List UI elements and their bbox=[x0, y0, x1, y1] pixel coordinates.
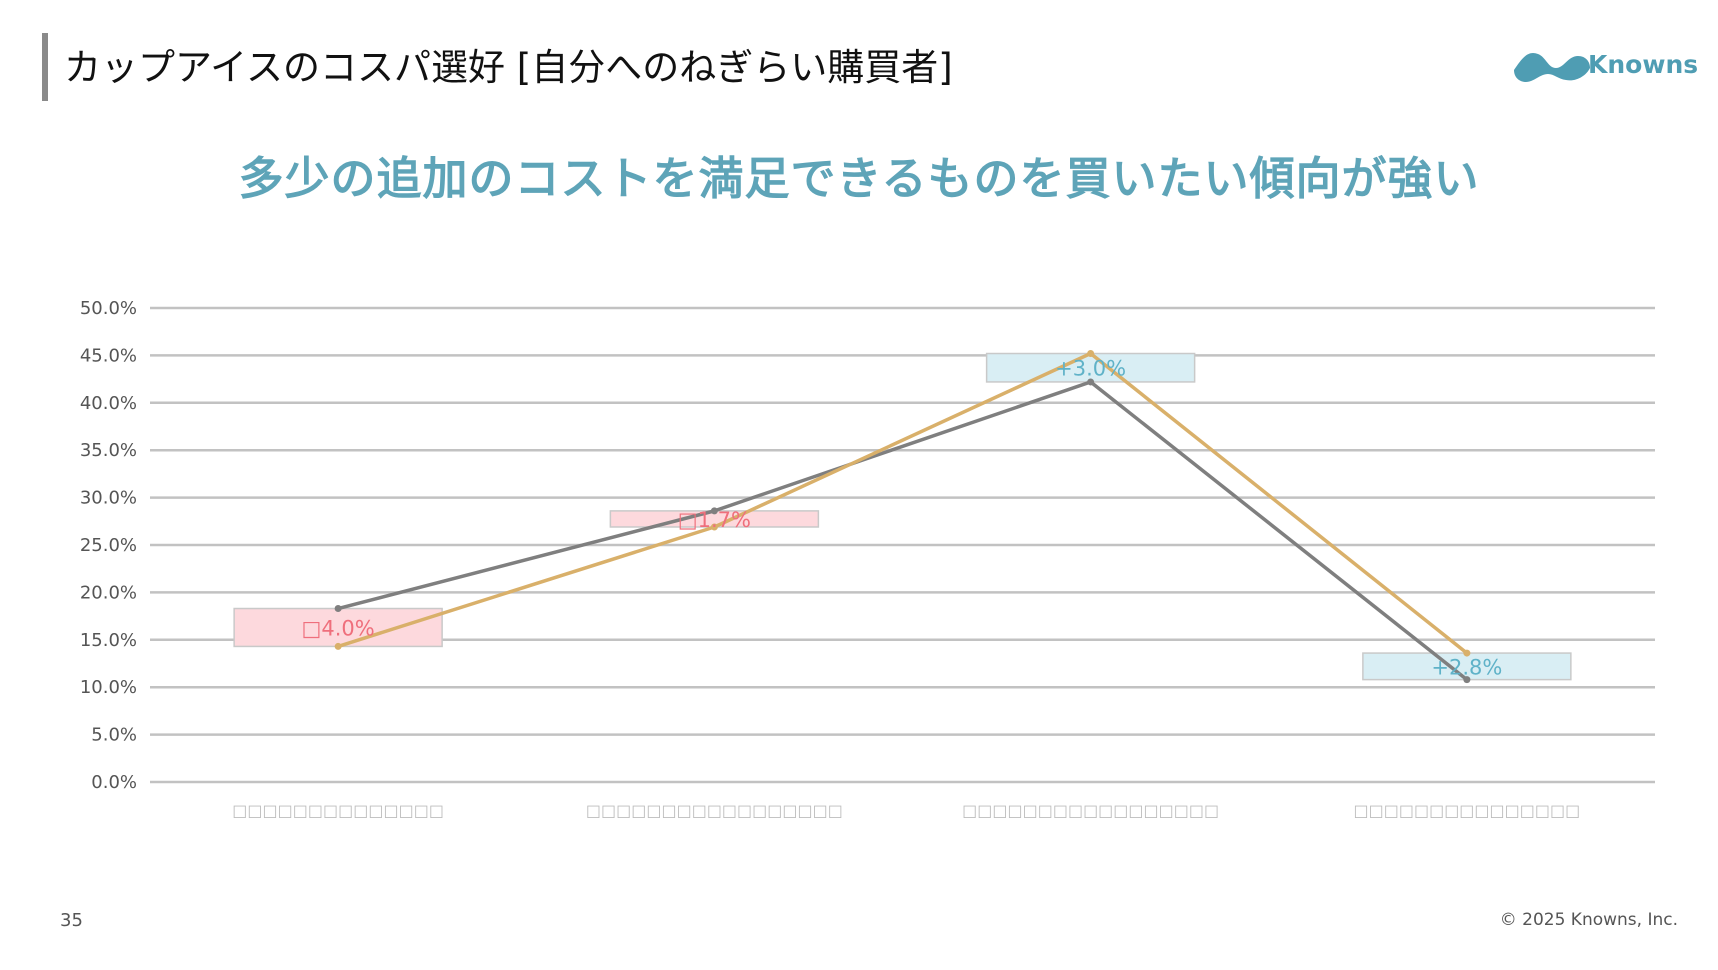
y-tick-label: 45.0% bbox=[80, 345, 137, 366]
data-point bbox=[710, 523, 718, 531]
y-tick-label: 35.0% bbox=[80, 440, 137, 461]
page-number: 35 bbox=[60, 910, 83, 931]
y-tick-label: 15.0% bbox=[80, 630, 137, 651]
copyright: © 2025 Knowns, Inc. bbox=[1499, 910, 1678, 930]
data-point bbox=[710, 507, 718, 515]
x-category-label: □□□□□□□□□□□□□□□ bbox=[1353, 801, 1580, 820]
data-point bbox=[334, 642, 342, 650]
x-category-label: □□□□□□□□□□□□□□ bbox=[232, 801, 444, 820]
knowns-wave-logo-icon bbox=[1514, 52, 1590, 82]
y-tick-label: 30.0% bbox=[80, 488, 137, 509]
difference-box bbox=[1362, 652, 1572, 681]
slide-title: カップアイスのコスパ選好 [自分へのねぎらい購買者] bbox=[64, 46, 953, 89]
difference-label: +3.0% bbox=[1055, 357, 1126, 381]
difference-label: □4.0% bbox=[302, 616, 375, 640]
y-tick-label: 50.0% bbox=[80, 298, 137, 319]
series-line-2 bbox=[337, 351, 1468, 655]
brand-name: Knowns bbox=[1588, 50, 1699, 79]
y-tick-label: 25.0% bbox=[80, 535, 137, 556]
data-point bbox=[1463, 676, 1471, 684]
x-category-label: □□□□□□□□□□□□□□□□□ bbox=[586, 801, 843, 820]
series-line-1 bbox=[337, 380, 1468, 681]
data-point bbox=[334, 605, 342, 613]
difference-label: +2.8% bbox=[1431, 655, 1502, 679]
y-tick-label: 5.0% bbox=[91, 725, 137, 746]
line-chart: 0.0% 5.0% 10.0% 15.0% 20.0% 25.0% 30.0% 35.0% 40… bbox=[80, 298, 1655, 820]
y-tick-label: 0.0% bbox=[91, 772, 137, 793]
y-tick-label: 10.0% bbox=[80, 677, 137, 698]
headline: 多少の追加のコストを満足できるものを買いたい傾向が強い bbox=[238, 152, 1480, 205]
difference-label: □1.7% bbox=[678, 508, 751, 532]
data-point bbox=[1087, 378, 1095, 386]
title-accent-bar bbox=[42, 33, 48, 101]
y-tick-label: 40.0% bbox=[80, 393, 137, 414]
x-category-label: □□□□□□□□□□□□□□□□□ bbox=[962, 801, 1219, 820]
y-tick-label: 20.0% bbox=[80, 582, 137, 603]
data-point bbox=[1463, 649, 1471, 657]
data-point bbox=[1087, 350, 1095, 358]
